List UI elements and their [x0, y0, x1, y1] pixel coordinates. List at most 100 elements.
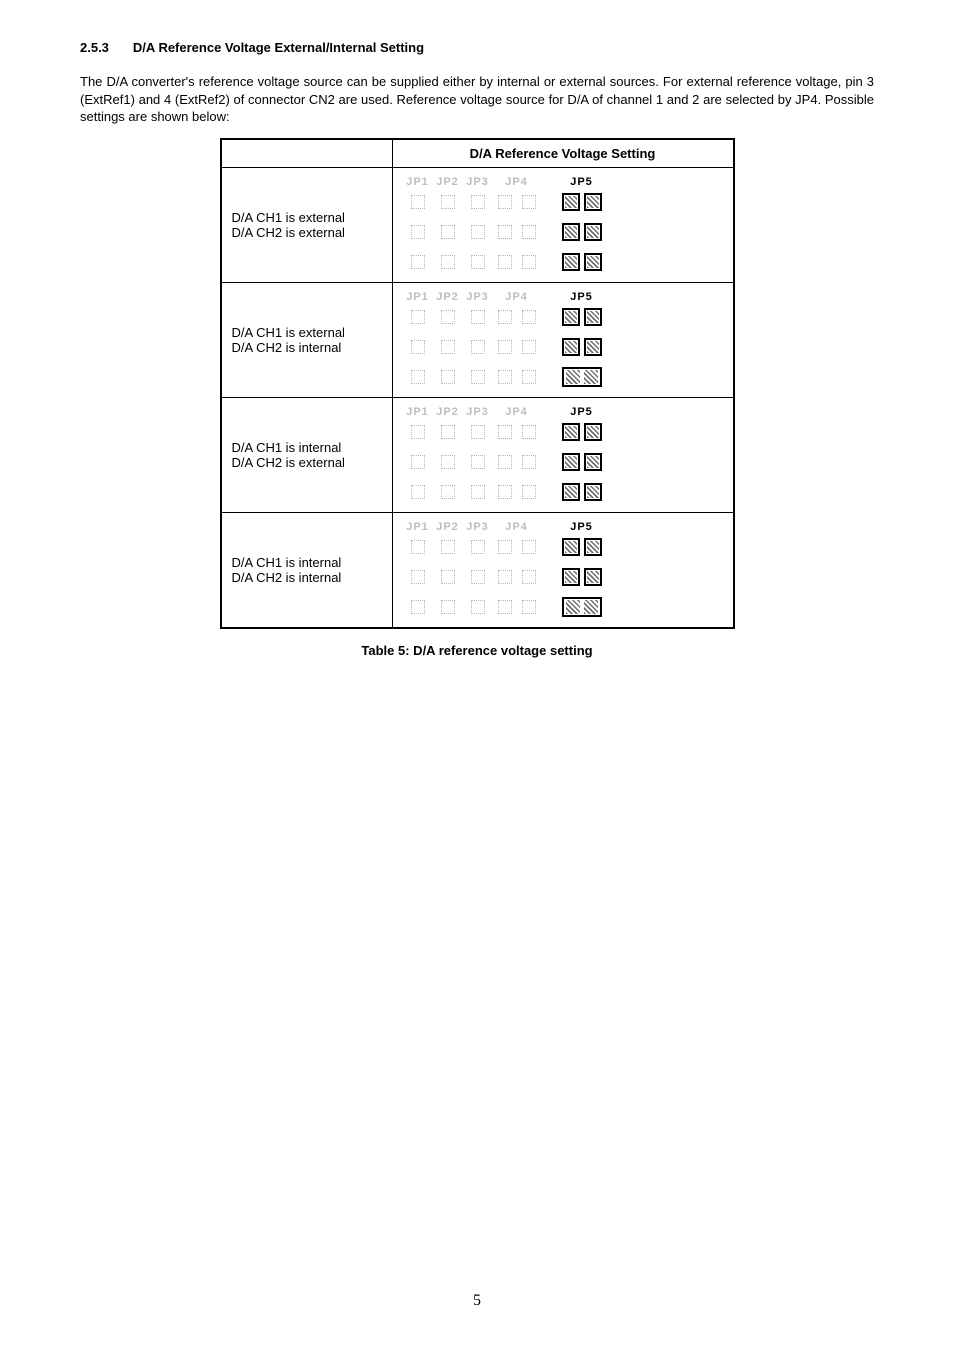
pin-rows [403, 307, 723, 387]
ghost-pin-icon [441, 340, 455, 354]
ghost-pin-icon [471, 370, 485, 384]
ghost-pin-icon [471, 570, 485, 584]
jp5-pin-icon [584, 338, 602, 356]
ghost-col [463, 195, 493, 209]
ghost-pin-icon [522, 455, 536, 469]
row-diagram: JP1 JP2 JP3 JP4 JP5 [392, 282, 734, 397]
ghost-pin-icon [411, 485, 425, 499]
ghost-pin-icon [471, 195, 485, 209]
ghost-col [403, 195, 433, 209]
jumper-headers: JP1 JP2 JP3 JP4 JP5 [403, 406, 723, 418]
ghost-pin-icon [441, 425, 455, 439]
ghost-pin-icon [471, 310, 485, 324]
row-label-line2: D/A CH2 is internal [232, 570, 382, 585]
active-col [547, 597, 617, 617]
ghost-pin-icon [522, 570, 536, 584]
jp-header-ghost: JP1 [403, 406, 433, 418]
ghost-pin-icon [411, 310, 425, 324]
jp5-pin-icon [566, 370, 580, 384]
row-label: D/A CH1 is internal D/A CH2 is external [221, 397, 393, 512]
jp-header-ghost: JP4 [493, 176, 541, 188]
ghost-pin-icon [498, 600, 512, 614]
row-label-line2: D/A CH2 is external [232, 225, 382, 240]
ghost-pin-icon [471, 425, 485, 439]
ghost-pin-icon [498, 255, 512, 269]
pin-row [403, 222, 723, 242]
active-col [547, 193, 617, 211]
row-label-line1: D/A CH1 is internal [232, 440, 382, 455]
jp5-bracket-icon [562, 367, 602, 387]
jp-header-ghost: JP2 [433, 176, 463, 188]
ghost-col [403, 225, 433, 239]
active-col [547, 483, 617, 501]
ghost-pin-icon [471, 225, 485, 239]
ghost-pin-icon [498, 370, 512, 384]
jp-header-ghost: JP2 [433, 291, 463, 303]
ghost-pin-icon [411, 225, 425, 239]
header-setting: D/A Reference Voltage Setting [392, 139, 734, 168]
jp-header-ghost: JP2 [433, 406, 463, 418]
ghost-pin-icon [498, 195, 512, 209]
row-label-line1: D/A CH1 is external [232, 325, 382, 340]
jp-header-active: JP5 [547, 521, 617, 533]
jp5-pin-icon [584, 453, 602, 471]
jp5-pin-icon [562, 253, 580, 271]
header-blank [221, 139, 393, 168]
ghost-pin-icon [471, 255, 485, 269]
ghost-pin-icon [441, 600, 455, 614]
active-col [547, 453, 617, 471]
ghost-pin-icon [471, 600, 485, 614]
jp5-pin-icon [562, 193, 580, 211]
pin-row [403, 597, 723, 617]
jp-header-ghost: JP4 [493, 521, 541, 533]
jp-header-ghost: JP1 [403, 291, 433, 303]
section-heading: 2.5.3D/A Reference Voltage External/Inte… [80, 40, 874, 55]
table-row: D/A CH1 is internal D/A CH2 is external … [221, 397, 734, 512]
jumper-headers: JP1 JP2 JP3 JP4 JP5 [403, 521, 723, 533]
table-row: D/A CH1 is external D/A CH2 is internal … [221, 282, 734, 397]
ghost-pin-icon [522, 425, 536, 439]
row-diagram: JP1 JP2 JP3 JP4 JP5 [392, 512, 734, 628]
jp-header-ghost: JP3 [463, 176, 493, 188]
ghost-pin-icon [441, 255, 455, 269]
pin-rows [403, 192, 723, 272]
ghost-pin-icon [498, 540, 512, 554]
jp5-pin-icon [584, 423, 602, 441]
ghost-pin-icon [498, 225, 512, 239]
jp-header-ghost: JP3 [463, 291, 493, 303]
jp5-bracket-icon [562, 597, 602, 617]
jumper-diagram: JP1 JP2 JP3 JP4 JP5 [403, 406, 723, 502]
jp-header-active: JP5 [547, 406, 617, 418]
jp5-pin-icon [562, 453, 580, 471]
ghost-pin-icon [441, 195, 455, 209]
pin-row [403, 367, 723, 387]
ghost-pin-icon [498, 425, 512, 439]
row-diagram: JP1 JP2 JP3 JP4 JP5 [392, 397, 734, 512]
ghost-col [433, 195, 463, 209]
ghost-pin-icon [441, 485, 455, 499]
jp-header-ghost: JP3 [463, 521, 493, 533]
ghost-pin-icon [441, 570, 455, 584]
jp5-pin-icon [584, 568, 602, 586]
jp5-pin-icon [562, 568, 580, 586]
ghost-pin-icon [498, 310, 512, 324]
row-label-line1: D/A CH1 is external [232, 210, 382, 225]
ghost-col [403, 255, 433, 269]
ghost-pin-icon [441, 370, 455, 384]
ghost-pin-icon [471, 540, 485, 554]
jp5-pin-icon [562, 308, 580, 326]
ghost-pin-icon [471, 485, 485, 499]
ghost-pin-icon [522, 195, 536, 209]
section-title: D/A Reference Voltage External/Internal … [133, 40, 424, 55]
pin-row [403, 252, 723, 272]
row-label-line2: D/A CH2 is internal [232, 340, 382, 355]
jp5-pin-icon [584, 483, 602, 501]
page-number: 5 [0, 1292, 954, 1310]
ghost-pin-icon [411, 540, 425, 554]
ghost-pin-icon [522, 255, 536, 269]
voltage-table: D/A Reference Voltage Setting D/A CH1 is… [220, 138, 735, 629]
jp5-pin-icon [562, 423, 580, 441]
intro-paragraph: The D/A converter's reference voltage so… [80, 73, 874, 126]
page: 2.5.3D/A Reference Voltage External/Inte… [0, 0, 954, 1350]
jp5-pin-icon [584, 193, 602, 211]
